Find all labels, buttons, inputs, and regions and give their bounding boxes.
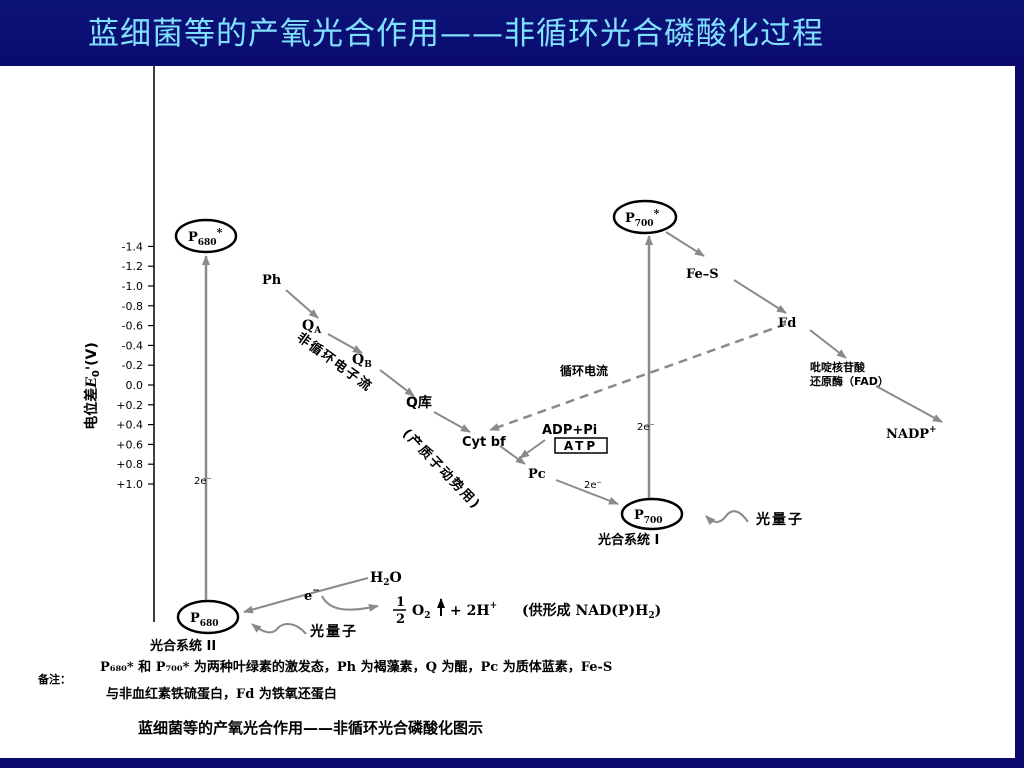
svg-text:P680: P680 [190,611,219,629]
label-o2: O2 [412,603,430,621]
photon-wave-1 [705,510,749,526]
label-ph: Ph [262,273,282,288]
svg-text:P700: P700 [634,508,663,526]
y-tick-label: +0.4 [116,419,143,432]
y-tick-label: +0.6 [116,438,143,451]
note-line-1: P₆₈₀* 和 P₇₀₀* 为两种叶绿素的激发态，Ph 为褐藻素，Q 为醌，Pc… [100,659,612,675]
y-tick-label: -1.2 [122,260,143,273]
y-tick-label: +1.0 [116,478,143,491]
node-p700: P700 [620,497,684,531]
y-tick-label: -0.4 [122,339,143,352]
note-label: 备注： [37,672,71,686]
y-tick-label: -0.2 [122,359,143,372]
label-pc: Pc [528,467,546,482]
title-bar: 蓝细菌等的产氧光合作用——非循环光合磷酸化过程 [0,0,1024,66]
photon-wave-2 [251,623,307,635]
label-photon-2: 光量子 [309,623,358,640]
arrow-qb-qpool [379,369,415,397]
diagram-panel: -1.4 -1.2 -1.0 -0.8 -0.6 -0.4 -0.2 0.0 +0.2 +0.4 +… [0,66,1015,758]
node-p680: P680 [176,599,240,635]
label-qa: QA [302,318,322,336]
svg-text:电位差E0'(V): 电位差E0'(V) [83,342,102,430]
diagram-svg: -1.4 -1.2 -1.0 -0.8 -0.6 -0.4 -0.2 0.0 +0.2 +0.4 +… [37,66,943,737]
node-p700-star: P700* [612,199,678,235]
label-photon-1: 光量子 [755,511,804,528]
label-cyclic-flow: 循环电流 [560,363,608,378]
label-fes: Fe–S [686,267,719,282]
label-frac-num: 1 [396,595,405,610]
arrow-p700-fes [665,231,705,257]
y-tick-label: 0.0 [126,379,144,392]
label-ps2: 光合系统 II [149,638,216,654]
bottom-strip [0,758,1024,768]
label-qb: QB [352,352,372,370]
label-qpool: Q库 [406,394,432,411]
arrow-pc-p700 [555,479,619,505]
y-tick-label: +0.8 [116,458,143,471]
label-nadph: (供形成 NAD(P)H2) [522,602,661,621]
arrow-fes-fd [733,279,787,314]
label-atp: ATP [564,439,598,453]
label-frac-den: 2 [396,612,405,627]
y-axis-label: 电位差E0'(V) [83,342,102,430]
label-fad-2: 还原酶（FAD） [809,374,889,388]
y-axis-ticks: -1.4 -1.2 -1.0 -0.8 -0.6 -0.4 -0.2 0.0 +0.2 +0.4 +… [116,240,154,491]
arrow-water-p680 [243,577,369,614]
svg-text:P680*: P680* [188,226,223,248]
arrow-qpool-cyt [433,411,471,433]
arrow-fd-fad [809,329,847,359]
arrow-cyclic-flow [489,322,787,432]
caption: 蓝细菌等的产氧光合作用——非循环光合磷酸化图示 [138,719,483,737]
label-h-plus: + 2H+ [450,601,497,619]
arrow-atp [519,439,546,459]
svg-text:P700*: P700* [625,207,660,229]
y-tick-label: -1.0 [122,280,143,293]
y-tick-label: -0.8 [122,300,143,313]
label-e-minus: e− [304,586,320,604]
atp-box [554,437,608,454]
label-cytbf: Cyt bf [462,435,506,450]
arrow-ph-qa [285,289,319,319]
label-2e-right: 2e⁻ [637,422,655,433]
arrow-fad-nadp [875,385,943,423]
node-p680-star: P680* [174,218,238,254]
label-2e-mid: 2e⁻ [584,480,602,491]
note-line-2: 与非血红素铁硫蛋白，Fd 为铁氧还蛋白 [106,686,337,702]
y-tick-label: -1.4 [122,240,143,253]
label-2e-left: 2e⁻ [194,476,212,487]
slide-title: 蓝细菌等的产氧光合作用——非循环光合磷酸化过程 [88,16,824,52]
label-fd: Fd [778,316,796,331]
arrow-o2-release [321,595,379,612]
label-adp: ADP+Pi [542,423,597,438]
arrow-cyt-pc [499,445,526,465]
y-tick-label: +0.2 [116,399,143,412]
label-ps1: 光合系统 I [597,532,659,548]
y-tick-label: -0.6 [122,320,143,333]
label-fad-1: 吡啶核苷酸 [810,360,866,374]
label-nadp: NADP+ [886,425,937,442]
label-h2o: H2O [370,570,402,588]
arrow-qa-qb [327,333,363,354]
